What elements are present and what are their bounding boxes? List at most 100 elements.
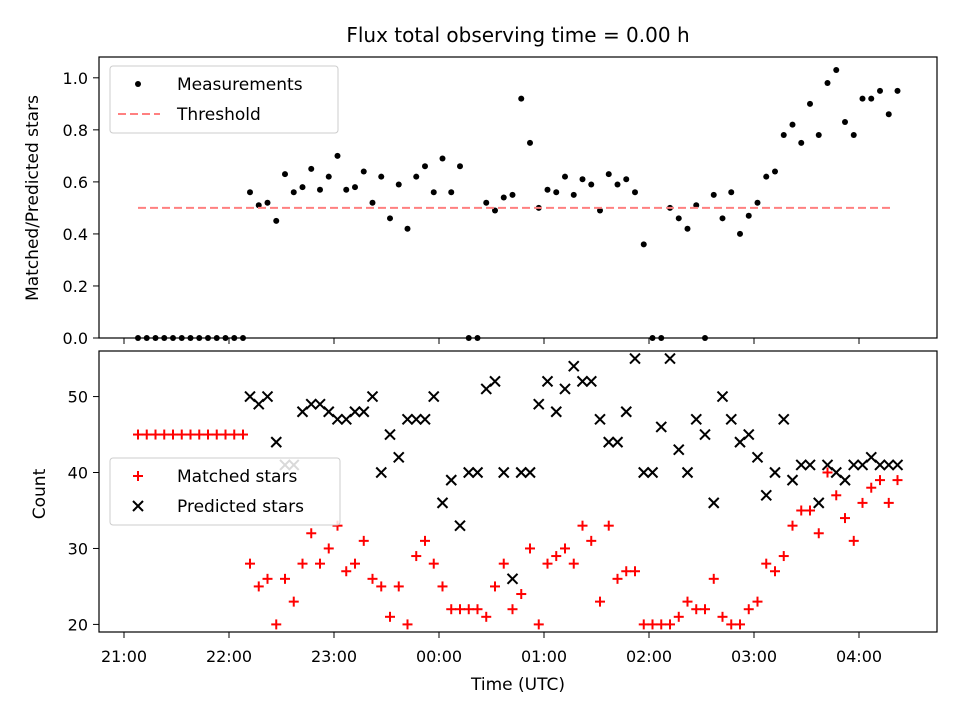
matched-star-point (141, 429, 152, 440)
matched-star-point (708, 573, 719, 584)
matched-star-point (796, 505, 807, 516)
predicted-star-point (393, 451, 405, 464)
matched-star-point (393, 581, 404, 592)
ratio-y-ticks: 0.0 0.2 0.4 0.6 0.8 1.0 (63, 69, 99, 348)
count-legend-box (109, 457, 341, 526)
matched-star-point (621, 566, 632, 577)
matched-star-point (778, 551, 789, 562)
matched-star-point (446, 604, 457, 615)
predicted-star-point (498, 466, 510, 479)
measurement-point (842, 119, 848, 126)
predicted-star-point (463, 466, 475, 479)
matched-star-point (297, 558, 308, 569)
measurement-point (824, 80, 831, 87)
matched-star-point (857, 497, 868, 508)
predicted-star-point (270, 436, 282, 448)
matched-star-point (638, 619, 649, 630)
measurement-point (430, 189, 437, 196)
matched-star-point (262, 573, 273, 584)
predicted-star-point (401, 413, 414, 426)
measurement-point (745, 212, 752, 219)
predicted-star-point (891, 459, 904, 471)
matched-star-point (350, 558, 360, 569)
count-x-tick-label: 02:00 (626, 647, 672, 666)
measurement-point (553, 189, 560, 196)
measurement-point (623, 176, 630, 183)
predicted-star-point (541, 375, 554, 388)
measurement-point (562, 173, 568, 180)
measurement-point (737, 230, 743, 237)
matched-star-point (428, 558, 439, 569)
matched-star-point (194, 429, 205, 440)
matched-star-point (455, 604, 465, 615)
matched-star-point (133, 429, 143, 440)
matched-star-point (341, 566, 352, 577)
matched-star-point (376, 581, 387, 592)
matched-star-point (630, 566, 640, 577)
matched-star-point (367, 573, 378, 584)
legend-predicted-label: Predicted stars (177, 497, 304, 517)
ratio-y-tick-label: 0.2 (63, 277, 88, 296)
matched-star-point (437, 581, 448, 592)
matched-star-point (647, 619, 658, 630)
matched-star-point (717, 611, 728, 622)
predicted-star-point (349, 406, 361, 418)
matched-star-point (507, 604, 518, 615)
count-y-axis-label: Count (30, 468, 50, 519)
measurement-point (378, 173, 385, 180)
measurement-point (282, 171, 288, 178)
matched-star-point (323, 543, 334, 554)
ratio-y-tick-label: 0.8 (63, 121, 88, 140)
ratio-y-tick-label: 0.4 (63, 225, 88, 244)
measurement-point (894, 87, 901, 94)
measurement-point (614, 181, 621, 188)
measurement-point (334, 152, 341, 159)
matched-star-point (176, 429, 187, 440)
measurement-point (457, 163, 463, 170)
legend-matched-marker (133, 471, 143, 481)
measurement-point (404, 225, 411, 232)
matched-star-point (385, 611, 395, 622)
measurement-point (255, 202, 262, 209)
matched-star-point (892, 475, 903, 486)
ratio-axes-frame (98, 56, 938, 339)
x-axis-label: Time (UTC) (470, 675, 565, 695)
predicted-star-point (778, 413, 790, 426)
legend-matched-label: Matched stars (177, 467, 297, 487)
predicted-star-point (655, 421, 667, 433)
legend-measurements-label: Measurements (177, 75, 303, 95)
measurement-point (763, 173, 770, 180)
measurement-point (597, 207, 603, 214)
matched-star-point (603, 520, 614, 531)
matched-star-point (150, 429, 161, 440)
measurement-point (509, 191, 516, 198)
measurement-point (325, 173, 332, 180)
measurement-point (290, 189, 297, 196)
predicted-star-point (638, 466, 650, 479)
matched-star-point (743, 604, 754, 615)
matched-star-point (875, 475, 885, 486)
predicted-star-point (629, 352, 641, 365)
ratio-legend: Measurements Threshold (109, 65, 339, 134)
measurement-point (684, 225, 691, 232)
measurement-point (754, 199, 761, 206)
measurement-point (710, 191, 717, 198)
measurement-point (807, 100, 813, 107)
ratio-y-tick-label: 0.6 (63, 173, 88, 192)
predicted-star-point (524, 466, 536, 479)
predicted-star-point (550, 406, 562, 418)
predicted-star-point (585, 375, 597, 388)
measurement-point (632, 189, 638, 196)
measurement-point (500, 194, 507, 201)
measurement-point (395, 181, 402, 188)
predicted-star-point (760, 489, 772, 502)
measurement-point (798, 139, 805, 146)
legend-predicted-marker (132, 500, 144, 512)
matched-star-point (185, 429, 196, 440)
predicted-star-point (506, 573, 519, 585)
matched-star-point (761, 558, 772, 569)
predicted-star-point (419, 413, 431, 426)
measurement-point (815, 132, 822, 139)
predicted-star-point (533, 398, 545, 410)
predicted-star-point (384, 428, 396, 441)
